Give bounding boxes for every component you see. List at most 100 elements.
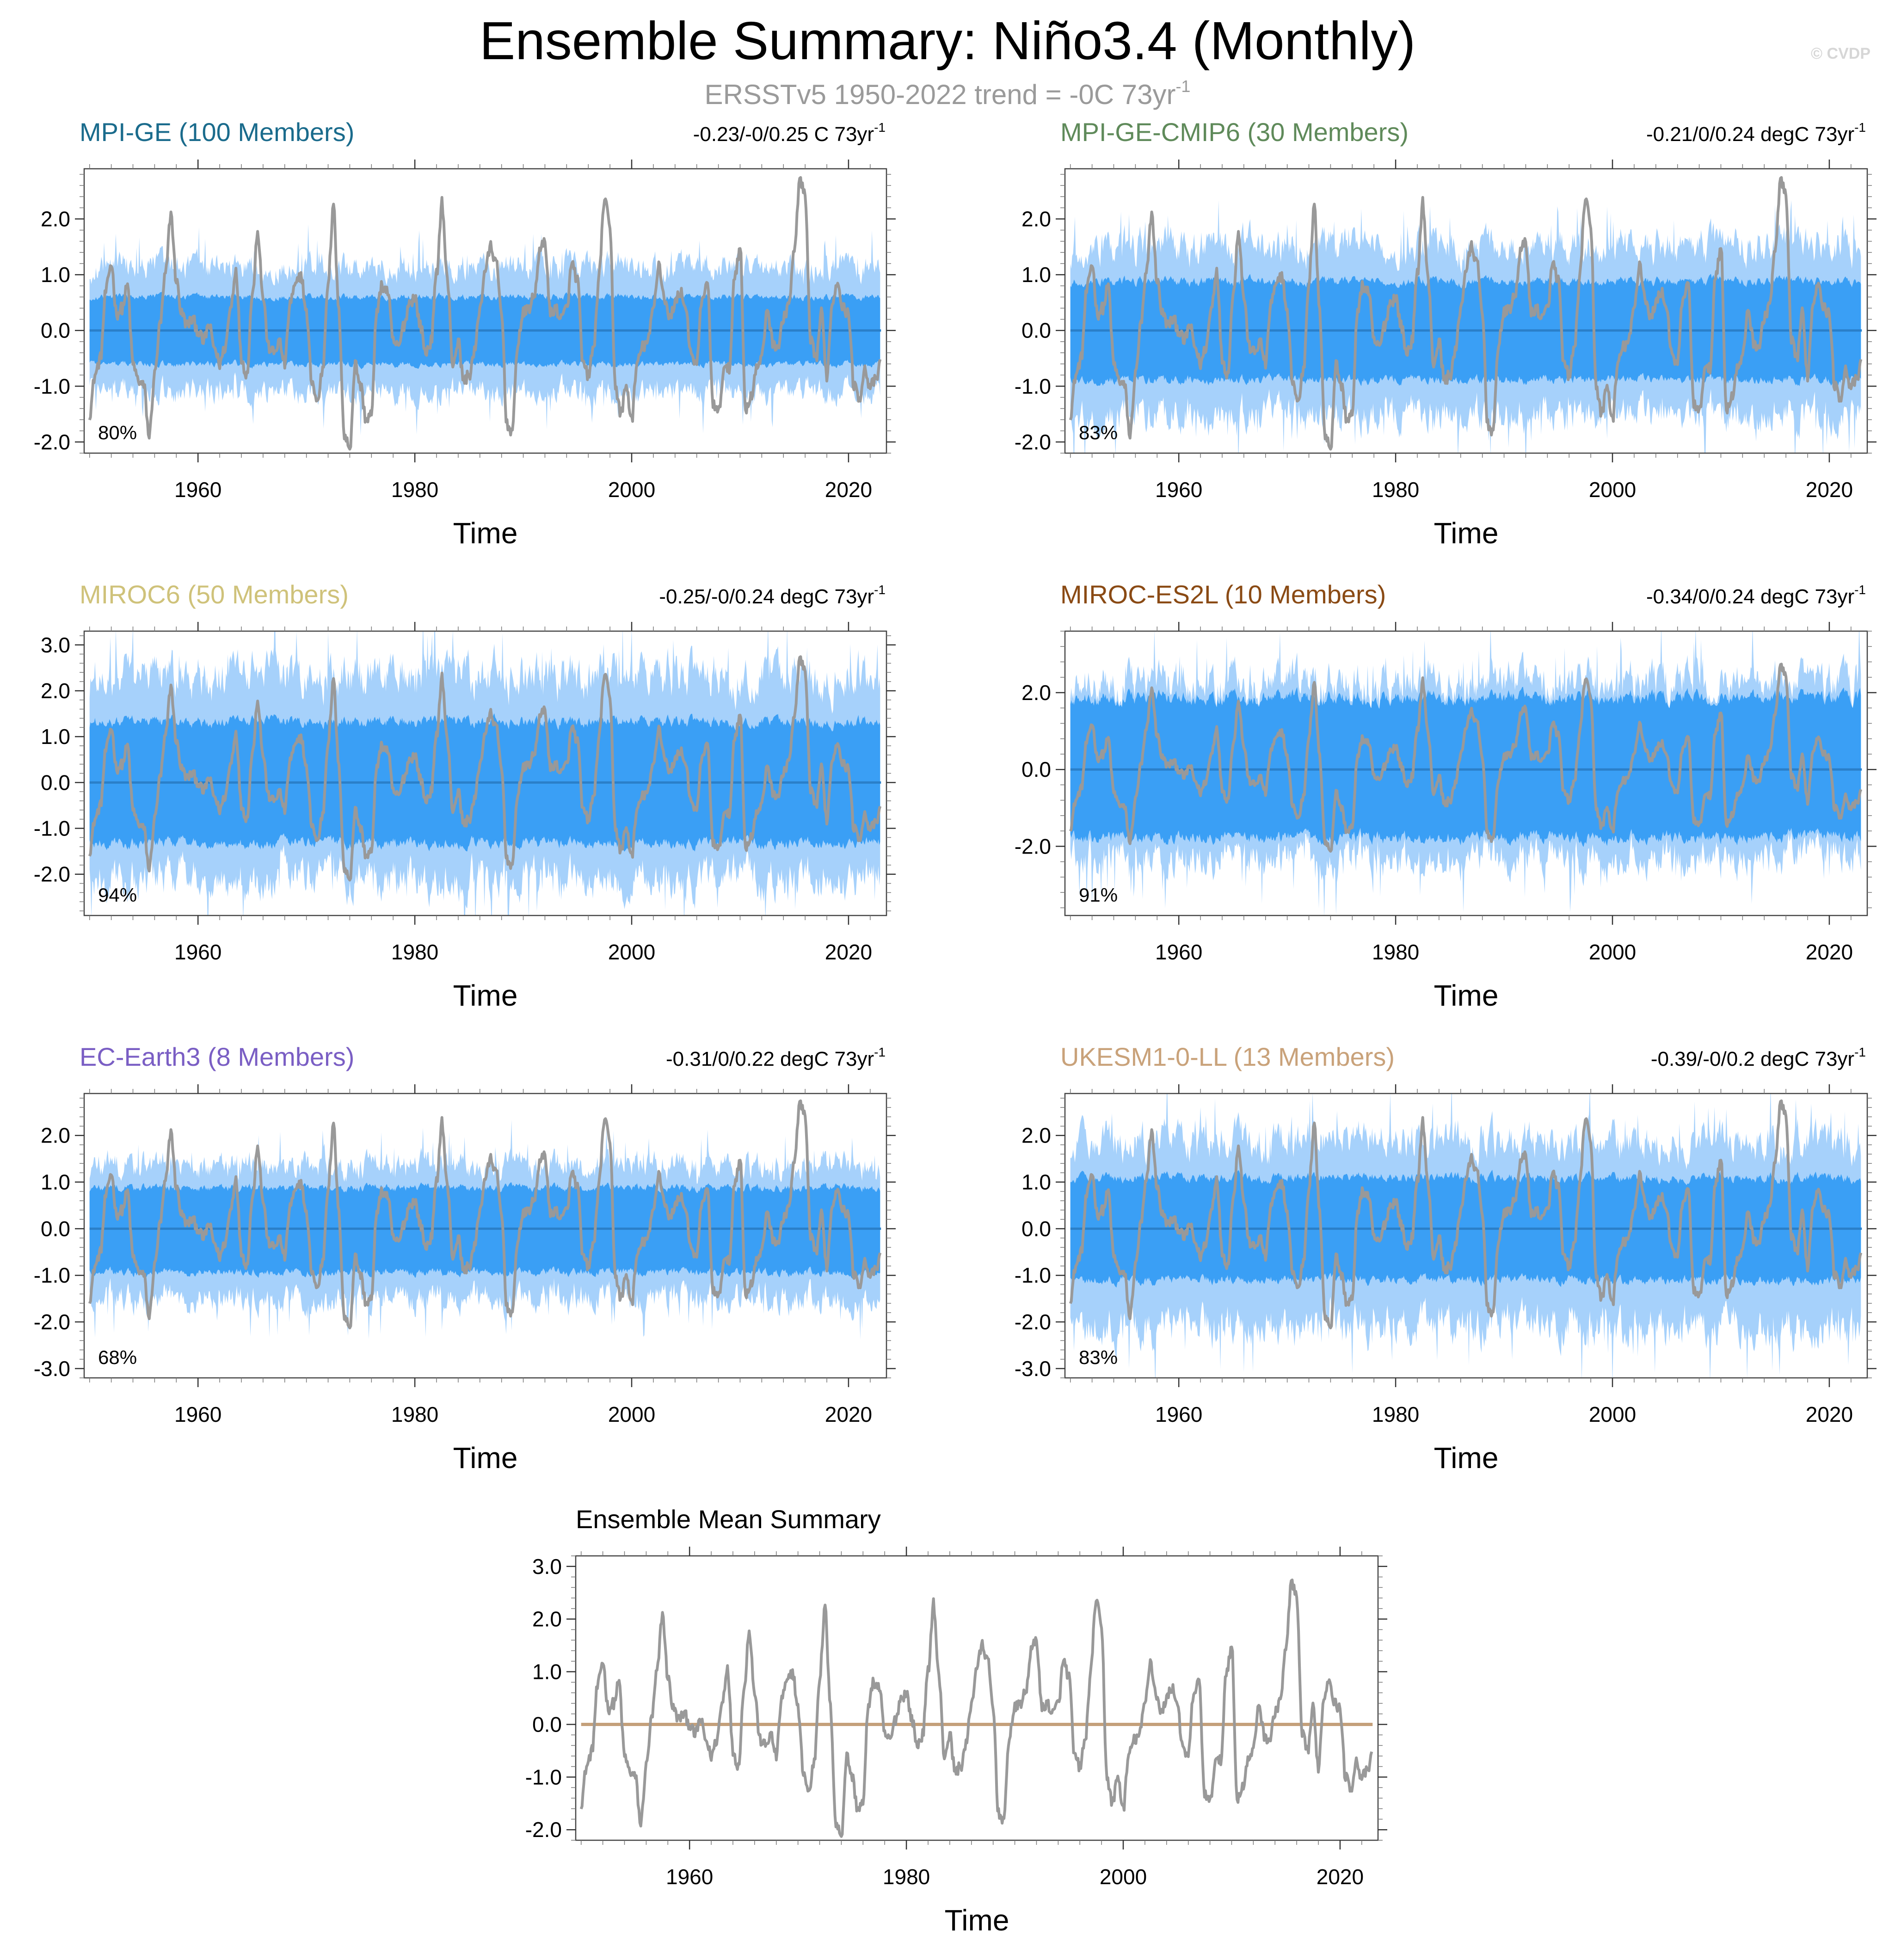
x-tick-label: 1960 [174, 1402, 221, 1426]
x-tick-label: 1980 [1372, 478, 1419, 502]
panels: -2.0 -1.0 0.0 1.0 2.0 1960 1980 2000 2020 Time MPI… [34, 117, 1877, 1937]
y-tick-label: -2.0 [525, 1818, 562, 1842]
trend-label: -0.34/0/0.24 degC 73yr-1 [1646, 583, 1866, 608]
y-tick-label: -2.0 [1015, 430, 1051, 454]
plot-frame [575, 1555, 1379, 1841]
y-tick-label: 0.0 [41, 1217, 70, 1241]
panel-title: EC-Earth3 (8 Members) [80, 1042, 354, 1071]
x-tick-label: 2020 [825, 478, 872, 502]
panel-2: -2.0 -1.0 0.0 1.0 2.0 1960 1980 2000 2020 Time MPI… [1015, 117, 1877, 550]
panel-title: MIROC6 (50 Members) [80, 580, 349, 609]
y-tick-label: 0.0 [1021, 1217, 1051, 1241]
y-tick-label: -2.0 [1015, 1310, 1051, 1334]
percent-label: 83% [1079, 1346, 1118, 1368]
observations-line [1069, 1099, 1863, 1329]
x-tick-label: 1960 [174, 478, 221, 502]
y-tick-label: 0.0 [532, 1712, 562, 1736]
y-tick-label: 1.0 [41, 725, 70, 749]
y-tick-label: 2.0 [1021, 681, 1051, 705]
x-tick-label: 2000 [608, 940, 655, 964]
y-tick-label: 0.0 [41, 770, 70, 794]
y-tick-label: 1.0 [41, 1170, 70, 1194]
x-axis-title: Time [453, 979, 518, 1012]
y-tick-label: 2.0 [41, 679, 70, 703]
observations-line [1069, 176, 1863, 451]
panel-title: UKESM1-0-LL (13 Members) [1060, 1042, 1395, 1071]
x-tick-label: 1980 [391, 478, 438, 502]
panel-title: Ensemble Mean Summary [576, 1505, 881, 1534]
y-tick-label: -2.0 [34, 1310, 70, 1334]
x-axis-title: Time [453, 1441, 518, 1475]
x-axis-title: Time [1434, 1441, 1499, 1475]
observations-line [579, 1579, 1373, 1838]
panel-7: -2.0 -1.0 0.0 1.0 2.0 3.0 1960 1980 2000 2020 Time… [525, 1505, 1387, 1937]
inner-spread-band [89, 1182, 880, 1279]
plot-frame [1064, 1093, 1868, 1379]
y-tick-label: -3.0 [1015, 1357, 1051, 1381]
x-tick-label: 1980 [391, 940, 438, 964]
y-tick-label: 0.0 [41, 319, 70, 343]
percent-label: 91% [1079, 884, 1118, 906]
copyright-label: © CVDP [1811, 45, 1870, 62]
y-tick-label: 2.0 [41, 207, 70, 231]
trend-label-superscript: -1 [874, 1045, 886, 1059]
plot-area [1069, 176, 1863, 453]
trend-label: -0.31/0/0.22 degC 73yr-1 [666, 1045, 886, 1070]
x-tick-label: 2000 [1100, 1865, 1147, 1889]
x-tick-label: 2020 [1806, 940, 1853, 964]
percent-label: 94% [98, 884, 137, 906]
panel-4: -2.0 0.0 2.0 1960 1980 2000 2020 Time MIROC-ES2L… [1015, 580, 1877, 1012]
y-tick-label: 0.0 [1021, 757, 1051, 781]
trend-label: -0.23/-0/0.25 C 73yr-1 [693, 120, 886, 146]
x-tick-label: 2000 [1589, 940, 1636, 964]
y-tick-label: -1.0 [1015, 374, 1051, 398]
y-tick-label: -3.0 [34, 1357, 70, 1381]
y-tick-label: 3.0 [532, 1554, 562, 1579]
figure-subtitle: ERSSTv5 1950-2022 trend = -0C 73yr-1 [705, 77, 1191, 110]
y-tick-label: -2.0 [34, 430, 70, 454]
y-tick-label: 1.0 [1021, 1170, 1051, 1194]
observations-line [1069, 663, 1863, 853]
y-tick-label: 0.0 [1021, 319, 1051, 343]
x-tick-label: 1980 [391, 1402, 438, 1426]
trend-label: -0.39/-0/0.2 degC 73yr-1 [1651, 1045, 1866, 1070]
plot-area [1069, 1094, 1863, 1378]
panel-title: MIROC-ES2L (10 Members) [1060, 580, 1386, 609]
trend-label: -0.21/0/0.24 degC 73yr-1 [1646, 120, 1866, 146]
trend-label: -0.25/-0/0.24 degC 73yr-1 [659, 583, 886, 608]
y-tick-label: -1.0 [525, 1765, 562, 1789]
percent-label: 68% [98, 1346, 137, 1368]
trend-label-superscript: -1 [874, 120, 886, 135]
panel-title: MPI-GE (100 Members) [80, 117, 354, 147]
y-tick-label: -1.0 [1015, 1263, 1051, 1287]
x-tick-label: 1980 [1372, 940, 1419, 964]
plot-area [1069, 631, 1863, 915]
x-tick-label: 2020 [825, 1402, 872, 1426]
x-tick-label: 2000 [608, 1402, 655, 1426]
plot-frame [83, 168, 887, 454]
y-tick-label: 2.0 [41, 1124, 70, 1148]
y-tick-label: -2.0 [34, 862, 70, 886]
y-tick-label: -1.0 [34, 1263, 70, 1287]
x-axis-title: Time [1434, 979, 1499, 1012]
y-tick-label: 1.0 [41, 263, 70, 287]
x-tick-label: 1980 [883, 1865, 930, 1889]
y-tick-label: 2.0 [1021, 207, 1051, 231]
x-tick-label: 2020 [825, 940, 872, 964]
x-tick-label: 2020 [1317, 1865, 1364, 1889]
plot-area [88, 631, 882, 915]
observations-line [88, 1099, 882, 1329]
plot-area [88, 176, 882, 451]
x-tick-label: 1960 [1155, 1402, 1202, 1426]
y-tick-label: 1.0 [1021, 263, 1051, 287]
plot-frame [1064, 630, 1868, 916]
panel-5: -3.0 -2.0 -1.0 0.0 1.0 2.0 1960 1980 2000 2020 Tim… [34, 1042, 896, 1475]
plot-frame [1064, 168, 1868, 454]
trend-label-superscript: -1 [874, 583, 886, 597]
panel-title: MPI-GE-CMIP6 (30 Members) [1060, 117, 1409, 147]
plot-frame [83, 1093, 887, 1379]
plot-area [579, 1579, 1373, 1838]
y-tick-label: 2.0 [532, 1607, 562, 1631]
percent-label: 80% [98, 422, 137, 443]
